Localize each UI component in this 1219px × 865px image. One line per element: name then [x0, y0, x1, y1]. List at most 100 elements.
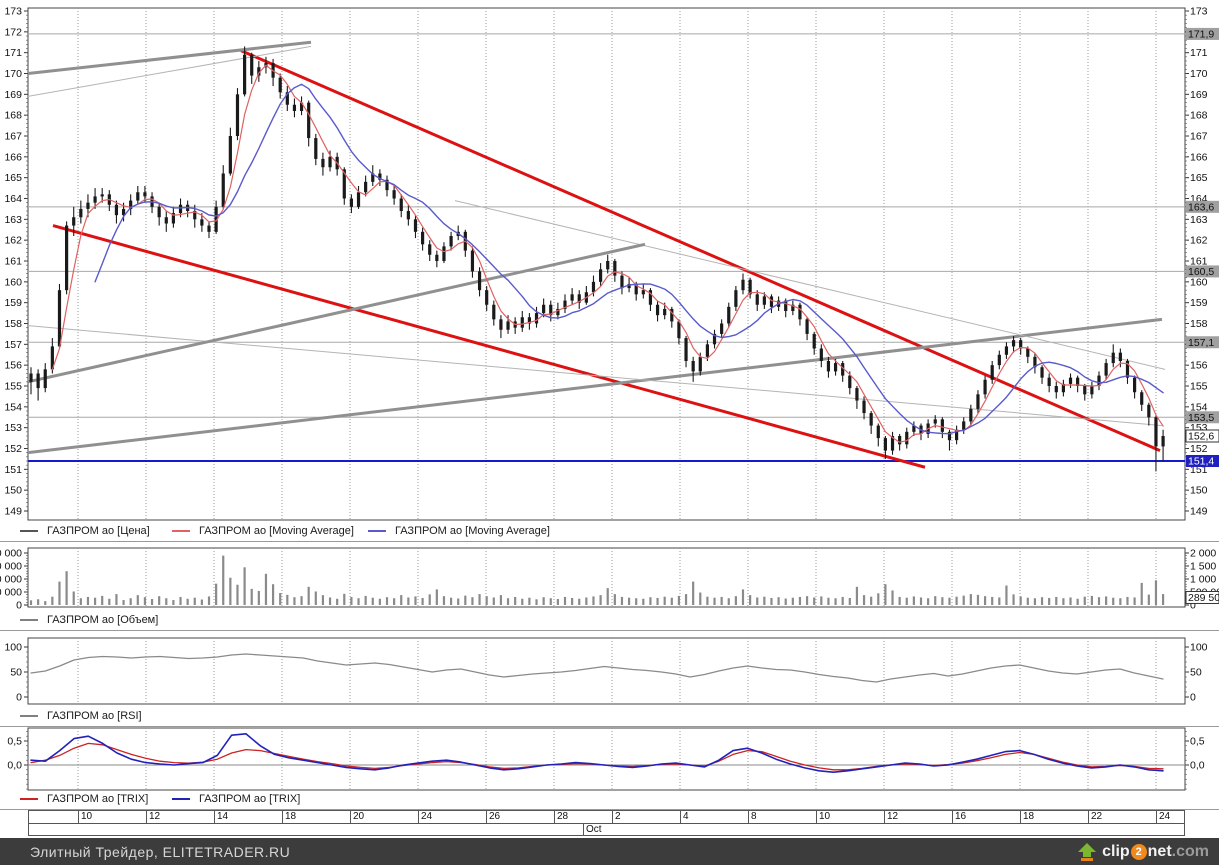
candle-body — [1161, 436, 1165, 447]
legend-item-trix-blue: ГАЗПРОМ ао [TRIX] — [172, 792, 300, 806]
candle-body — [627, 283, 631, 289]
last-price-label: 152,6 — [1188, 431, 1214, 443]
price-tick-label-right: 161 — [1190, 256, 1208, 268]
clip2net-logo[interactable]: clip 2 net .com — [1076, 842, 1219, 861]
price-tick-label-right: 163 — [1190, 214, 1208, 226]
volume-tick-label-right: 1 000 000 — [1190, 574, 1219, 586]
candle-body — [677, 321, 681, 339]
price-tick-label-left: 172 — [4, 26, 22, 38]
trix-tick-label-right: 0,0 — [1190, 760, 1205, 772]
candle-body — [50, 346, 54, 370]
price-tick-label-left: 170 — [4, 68, 22, 80]
price-legend-row: ГАЗПРОМ ао [Цена] ГАЗПРОМ ао [Moving Ave… — [0, 521, 1219, 542]
trendline-gray — [454, 200, 1166, 370]
trix-blue-line — [30, 732, 1164, 774]
trix-plot-border — [27, 727, 1186, 791]
legend-item-ma-slow: ГАЗПРОМ ао [Moving Average] — [368, 524, 550, 538]
level-label: 171,9 — [1188, 28, 1214, 40]
candle-body — [143, 192, 147, 197]
candle-body — [428, 244, 432, 255]
ma-fast-swatch — [172, 530, 190, 532]
level-label-box — [1186, 336, 1219, 349]
blue-line-label: 151,4 — [1188, 456, 1214, 468]
date-axis: 10 12 14 18 20 24 26 28 2 4 8 10 12 16 18 22 24 Oct — [28, 810, 1185, 836]
candle-body — [299, 102, 304, 111]
date-cell: 26 — [487, 811, 555, 823]
price-tick-label-left: 171 — [4, 47, 22, 59]
rsi-plot-border — [27, 637, 1186, 705]
rsi-tick-label-left: 100 — [4, 642, 22, 654]
candle-body — [826, 361, 831, 372]
status-bar: Элитный Трейдер, ELITETRADER.RU clip 2 n… — [0, 838, 1219, 865]
candle-body — [342, 169, 346, 199]
candle-body — [727, 306, 731, 324]
candle-body — [193, 211, 197, 220]
volume-tick-label-left: 1 500 000 — [0, 561, 22, 573]
legend-item-volume: ГАЗПРОМ ао [Объем] — [20, 613, 158, 627]
level-label-box — [1186, 411, 1219, 424]
price-tick-label-right: 170 — [1190, 68, 1208, 80]
candle-body — [1147, 404, 1151, 418]
candle-body — [499, 319, 503, 330]
date-cell: Oct — [586, 824, 602, 835]
candle-body — [805, 319, 809, 334]
candle-body — [905, 431, 909, 445]
candle-body — [207, 225, 211, 232]
candle-body — [527, 317, 531, 324]
volume-tick-label-right: 2 000 000 — [1190, 548, 1219, 560]
price-tick-label-right: 154 — [1190, 401, 1208, 413]
candle-body — [876, 425, 880, 439]
legend-label: ГАЗПРОМ ао [Moving Average] — [395, 525, 550, 537]
date-axis-days: 10 12 14 18 20 24 26 28 2 4 8 10 12 16 18 22 24 — [28, 810, 1185, 823]
candle-body — [1125, 361, 1130, 378]
volume-tick-label-left: 2 000 000 — [0, 548, 22, 560]
trix-red-swatch — [20, 798, 38, 800]
price-tick-label-right: 152 — [1190, 443, 1208, 455]
price-tick-label-left: 169 — [4, 89, 22, 101]
candle-body — [812, 333, 816, 349]
trendline-gray — [27, 325, 1163, 427]
candle-body — [29, 373, 33, 382]
candle-body — [278, 77, 282, 93]
candle-body — [93, 196, 97, 203]
date-cell: 12 — [885, 811, 953, 823]
candle-body — [1083, 386, 1087, 395]
candle-body — [784, 300, 788, 311]
candle-body — [1011, 340, 1016, 347]
candle-body — [1040, 367, 1044, 378]
legend-label: ГАЗПРОМ ао [RSI] — [47, 710, 142, 722]
candle-body — [648, 290, 653, 305]
candle-body — [819, 348, 823, 361]
candle-body — [577, 294, 581, 303]
candle-body — [321, 158, 325, 168]
candle-body — [990, 365, 994, 380]
candle-body — [741, 279, 745, 291]
trix-tick-label-left: 0,5 — [7, 736, 22, 748]
price-tick-label-left: 151 — [4, 464, 22, 476]
candle-body — [748, 279, 752, 295]
candle-body — [1097, 375, 1101, 386]
volume-tick-label-left: 500 000 — [0, 587, 22, 599]
candle-body — [79, 208, 83, 218]
price-tick-label-left: 150 — [4, 485, 22, 497]
trendline-gray — [27, 317, 1163, 455]
candle-body — [506, 321, 510, 330]
candle-body — [591, 281, 596, 293]
candle-body — [1033, 356, 1037, 368]
candle-body — [1054, 386, 1058, 393]
trendline-gray — [27, 45, 312, 97]
price-tick-label-right: 162 — [1190, 235, 1208, 247]
date-cell: 8 — [749, 811, 817, 823]
legend-label: ГАЗПРОМ ао [Объем] — [47, 614, 159, 626]
price-tick-label-left: 159 — [4, 297, 22, 309]
price-tick-label-left: 164 — [4, 193, 22, 205]
candle-body — [976, 394, 980, 409]
price-tick-label-left: 155 — [4, 381, 22, 393]
price-tick-label-right: 165 — [1190, 172, 1208, 184]
candle-body — [221, 173, 225, 207]
candle-body — [477, 271, 482, 291]
candle-body — [100, 194, 104, 197]
candle-body — [962, 421, 966, 430]
volume-current-label-box — [1185, 590, 1219, 604]
candle-body — [883, 438, 887, 451]
